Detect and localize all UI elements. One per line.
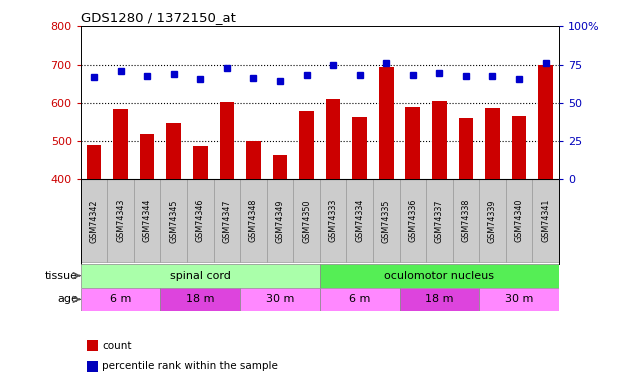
Bar (379, 67, 394, 180)
Bar (453, 180, 479, 262)
Bar (399, 180, 426, 262)
Bar (479, 288, 559, 311)
Bar (81, 288, 160, 311)
Text: 18 m: 18 m (425, 294, 453, 304)
Bar (87, 145, 101, 180)
Text: spinal cord: spinal cord (170, 271, 231, 280)
Text: 6 m: 6 m (110, 294, 131, 304)
Text: GSM74334: GSM74334 (355, 199, 364, 243)
Bar (485, 108, 500, 180)
Bar (426, 180, 453, 262)
Text: 30 m: 30 m (266, 294, 294, 304)
Bar (293, 180, 320, 262)
Bar (273, 154, 288, 180)
Bar (432, 101, 446, 180)
Bar (107, 180, 134, 262)
Text: count: count (102, 341, 132, 351)
Bar (406, 107, 420, 180)
Bar (320, 264, 559, 288)
Bar (160, 180, 187, 262)
Bar (266, 180, 293, 262)
Text: GSM74350: GSM74350 (302, 199, 311, 243)
Text: GSM74333: GSM74333 (329, 199, 338, 243)
Bar (140, 134, 155, 180)
Bar (160, 288, 240, 311)
Text: 6 m: 6 m (349, 294, 370, 304)
Text: GSM74347: GSM74347 (222, 199, 232, 243)
Text: 18 m: 18 m (186, 294, 214, 304)
Text: GSM74345: GSM74345 (169, 199, 178, 243)
Text: age: age (57, 294, 78, 304)
Bar (187, 180, 214, 262)
Text: GDS1280 / 1372150_at: GDS1280 / 1372150_at (81, 11, 235, 24)
Bar (113, 110, 128, 180)
Text: GSM74348: GSM74348 (249, 199, 258, 243)
Bar (81, 180, 107, 262)
Text: GSM74337: GSM74337 (435, 199, 444, 243)
Bar (134, 180, 160, 262)
Text: GSM74349: GSM74349 (276, 199, 284, 243)
Bar (347, 180, 373, 262)
Text: oculomotor nucleus: oculomotor nucleus (384, 271, 494, 280)
Text: GSM74343: GSM74343 (116, 199, 125, 243)
Text: GSM74336: GSM74336 (408, 199, 417, 243)
Bar (538, 64, 553, 180)
Bar (299, 111, 314, 180)
Bar (532, 180, 559, 262)
Bar (352, 117, 367, 180)
Bar (459, 118, 473, 180)
Bar (320, 180, 347, 262)
Bar (505, 180, 532, 262)
Text: GSM74335: GSM74335 (382, 199, 391, 243)
Bar (193, 146, 207, 180)
Bar (399, 288, 479, 311)
Bar (220, 102, 234, 180)
Bar (240, 288, 320, 311)
Text: percentile rank within the sample: percentile rank within the sample (102, 362, 278, 371)
Text: GSM74344: GSM74344 (143, 199, 152, 243)
Text: GSM74342: GSM74342 (89, 199, 99, 243)
Bar (320, 288, 399, 311)
Text: 30 m: 30 m (505, 294, 533, 304)
Bar (479, 180, 505, 262)
Bar (166, 123, 181, 180)
Bar (246, 141, 261, 180)
Text: GSM74340: GSM74340 (515, 199, 524, 243)
Bar (326, 99, 340, 180)
Text: GSM74341: GSM74341 (541, 199, 550, 243)
Text: tissue: tissue (45, 271, 78, 280)
Bar (214, 180, 240, 262)
Text: GSM74346: GSM74346 (196, 199, 205, 243)
Bar (373, 180, 399, 262)
Bar (240, 180, 266, 262)
Text: GSM74338: GSM74338 (461, 199, 471, 243)
Bar (81, 264, 320, 288)
Text: GSM74339: GSM74339 (488, 199, 497, 243)
Bar (512, 116, 527, 180)
